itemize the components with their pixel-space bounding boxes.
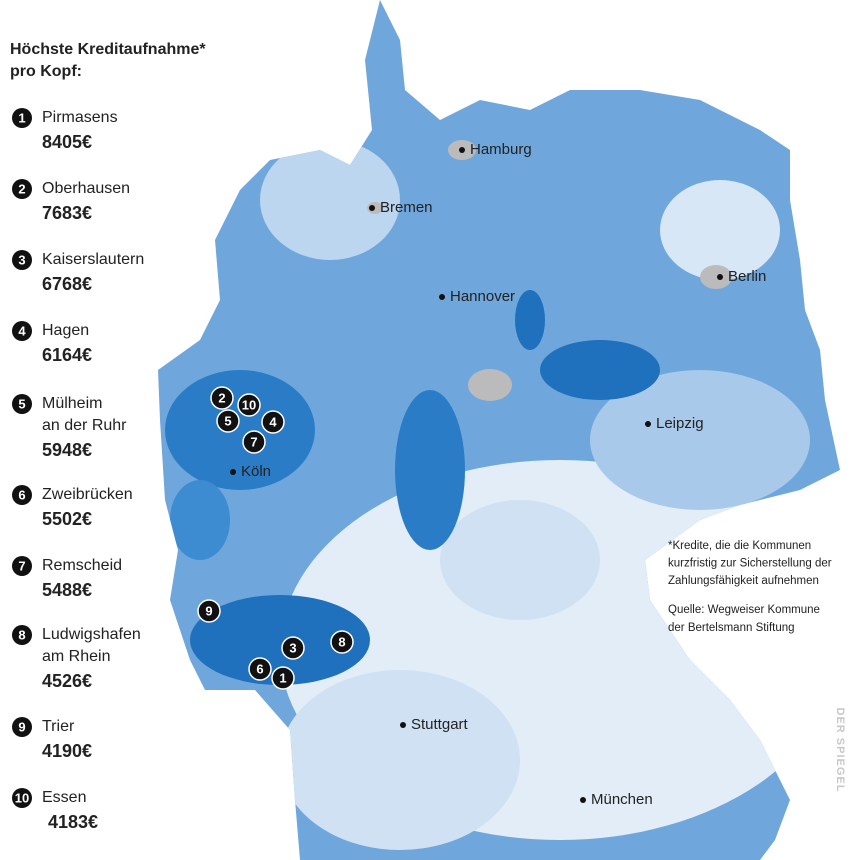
rank-badge — [12, 179, 32, 199]
footnote: *Kredite, die die Kommunen — [668, 540, 811, 552]
credit-amount: 7683€ — [42, 203, 92, 223]
map-marker-label: 8 — [338, 634, 345, 649]
credit-amount: 6164€ — [42, 345, 92, 365]
credit-amount: 4526€ — [42, 671, 92, 691]
map-marker-label: 7 — [250, 434, 257, 449]
city-dot — [580, 797, 586, 803]
map-marker — [216, 409, 240, 433]
map-marker-label: 1 — [279, 670, 286, 685]
city-label: Bremen — [380, 199, 433, 216]
city-dot — [369, 205, 375, 211]
rank-badge — [12, 394, 32, 414]
rank-badge — [12, 321, 32, 341]
rank-number: 7 — [18, 558, 25, 573]
credit-amount: 5502€ — [42, 509, 92, 529]
city-dot — [645, 421, 651, 427]
map-marker — [197, 599, 221, 623]
rank-number: 10 — [15, 790, 29, 805]
city-name: am Rhein — [42, 648, 110, 665]
map-marker-label: 9 — [205, 603, 212, 618]
map-marker — [248, 657, 272, 681]
map-marker-label: 3 — [289, 640, 296, 655]
city-name: Oberhausen — [42, 180, 130, 197]
rank-number: 9 — [18, 719, 25, 734]
city-label: Hamburg — [470, 141, 532, 158]
map-marker — [261, 410, 285, 434]
rank-badge — [12, 485, 32, 505]
rank-badge — [12, 250, 32, 270]
rank-number: 6 — [18, 487, 25, 502]
city-name: Essen — [42, 789, 86, 806]
footnote: Zahlungsfähigkeit aufnehmen — [668, 575, 819, 587]
city-dot — [459, 147, 465, 153]
map-marker — [242, 430, 266, 454]
city-label: Leipzig — [656, 415, 704, 432]
map-marker — [271, 666, 295, 690]
map-marker-label: 10 — [242, 397, 256, 412]
city-label: München — [591, 791, 653, 808]
city-name: Pirmasens — [42, 109, 118, 126]
credit-amount: 5488€ — [42, 580, 92, 600]
city-label: Berlin — [728, 268, 766, 285]
city-label: Hannover — [450, 288, 515, 305]
credit-amount: 4190€ — [42, 741, 92, 761]
map-marker — [281, 636, 305, 660]
source: der Bertelsmann Stiftung — [668, 622, 795, 634]
city-name: Mülheim — [42, 395, 102, 412]
rank-badge — [12, 717, 32, 737]
credit-amount: 5948€ — [42, 440, 92, 460]
map-marker-label: 2 — [218, 390, 225, 405]
city-name: an der Ruhr — [42, 417, 127, 434]
city-name: Zweibrücken — [42, 486, 133, 503]
city-name: Remscheid — [42, 557, 122, 574]
rank-number: 3 — [18, 252, 25, 267]
city-dot — [400, 722, 406, 728]
city-dot — [717, 274, 723, 280]
source: Quelle: Wegweiser Kommune — [668, 604, 820, 616]
city-name: Trier — [42, 718, 75, 735]
city-dot — [439, 294, 445, 300]
map-marker-label: 5 — [224, 413, 231, 428]
rank-badge — [12, 788, 32, 808]
city-label: Köln — [241, 463, 271, 480]
rank-number: 1 — [18, 110, 25, 125]
city-name: Kaiserslautern — [42, 251, 144, 268]
map-marker-label: 6 — [256, 661, 263, 676]
content: Höchste Kreditaufnahme* pro Kopf: 1 Pirmase… — [10, 41, 846, 832]
map-marker-label: 4 — [269, 414, 277, 429]
rank-badge — [12, 556, 32, 576]
city-name: Hagen — [42, 322, 89, 339]
rank-badge — [12, 108, 32, 128]
legend-title: Höchste Kreditaufnahme* — [10, 41, 206, 58]
rank-number: 8 — [18, 627, 25, 642]
rank-number: 5 — [18, 396, 25, 411]
footnote: kurzfristig zur Sicherstellung der — [668, 558, 832, 570]
city-label: Stuttgart — [411, 716, 469, 733]
city-dot — [230, 469, 236, 475]
rank-number: 2 — [18, 181, 25, 196]
credit-amount: 8405€ — [42, 132, 92, 152]
rank-number: 4 — [18, 323, 26, 338]
map-marker — [210, 386, 234, 410]
rank-badge — [12, 625, 32, 645]
credit-amount: 4183€ — [48, 812, 98, 832]
city-name: Ludwigshafen — [42, 626, 141, 643]
map-marker — [330, 630, 354, 654]
credit: DER SPIEGEL — [834, 708, 846, 793]
credit-amount: 6768€ — [42, 274, 92, 294]
map-marker — [237, 393, 261, 417]
legend-title: pro Kopf: — [10, 63, 82, 80]
